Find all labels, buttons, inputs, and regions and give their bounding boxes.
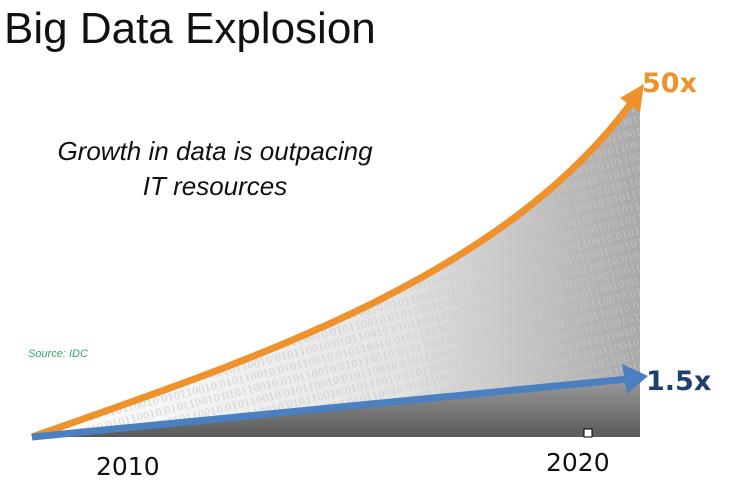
source-note: Source: IDC <box>28 348 88 360</box>
it-resources-arrowhead <box>622 364 648 394</box>
year-end: 2020 <box>546 448 610 477</box>
data-growth-curve <box>30 99 635 441</box>
data-growth-label: 50x <box>642 68 697 99</box>
subtitle-line-1: Growth in data is outpacing <box>57 136 373 166</box>
subtitle: Growth in data is outpacing IT resources <box>8 134 422 204</box>
subtitle-line-2: IT resources <box>142 171 288 201</box>
data-growth-arrowhead <box>620 84 644 112</box>
it-resources-line <box>31 375 629 441</box>
year-start: 2010 <box>96 452 160 481</box>
marker-square <box>583 428 593 438</box>
slide-title: Big Data Explosion <box>4 4 376 53</box>
it-resources-label: 1.5x <box>646 366 712 397</box>
binary-texture <box>32 95 640 437</box>
